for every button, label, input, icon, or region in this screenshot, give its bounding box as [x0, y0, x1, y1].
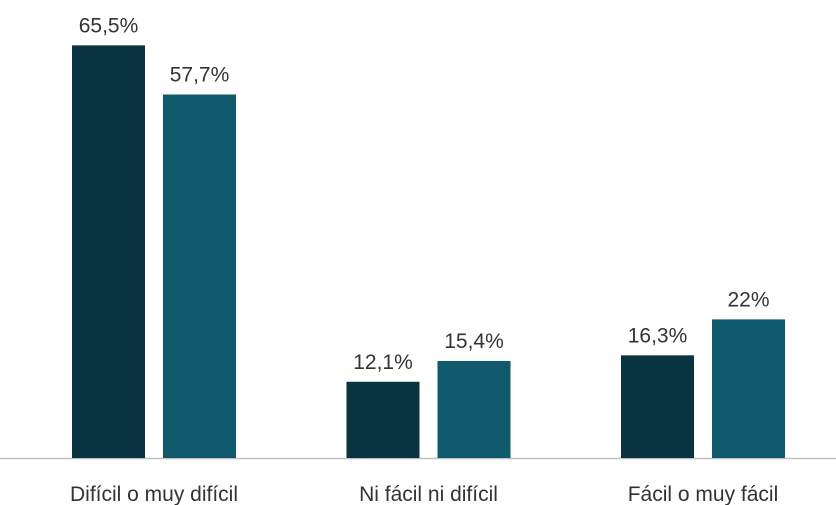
value-label: 12,1%: [353, 351, 413, 374]
x-tick-label: Difícil o muy difícil: [70, 483, 238, 505]
bar: [346, 381, 420, 458]
bar: [437, 360, 511, 458]
value-label: 65,5%: [79, 14, 139, 37]
bar: [712, 319, 785, 458]
bar: [72, 45, 145, 458]
value-label: 15,4%: [444, 330, 504, 353]
value-label: 16,3%: [628, 324, 688, 347]
value-label: 57,7%: [170, 63, 230, 86]
x-tick-label: Fácil o muy fácil: [628, 483, 779, 505]
x-tick-label: Ni fácil ni difícil: [359, 483, 498, 505]
value-label: 22%: [727, 288, 769, 311]
bar: [163, 94, 236, 459]
bar: [621, 355, 694, 458]
